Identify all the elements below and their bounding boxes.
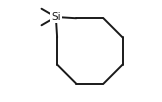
Text: Si: Si — [51, 12, 61, 22]
